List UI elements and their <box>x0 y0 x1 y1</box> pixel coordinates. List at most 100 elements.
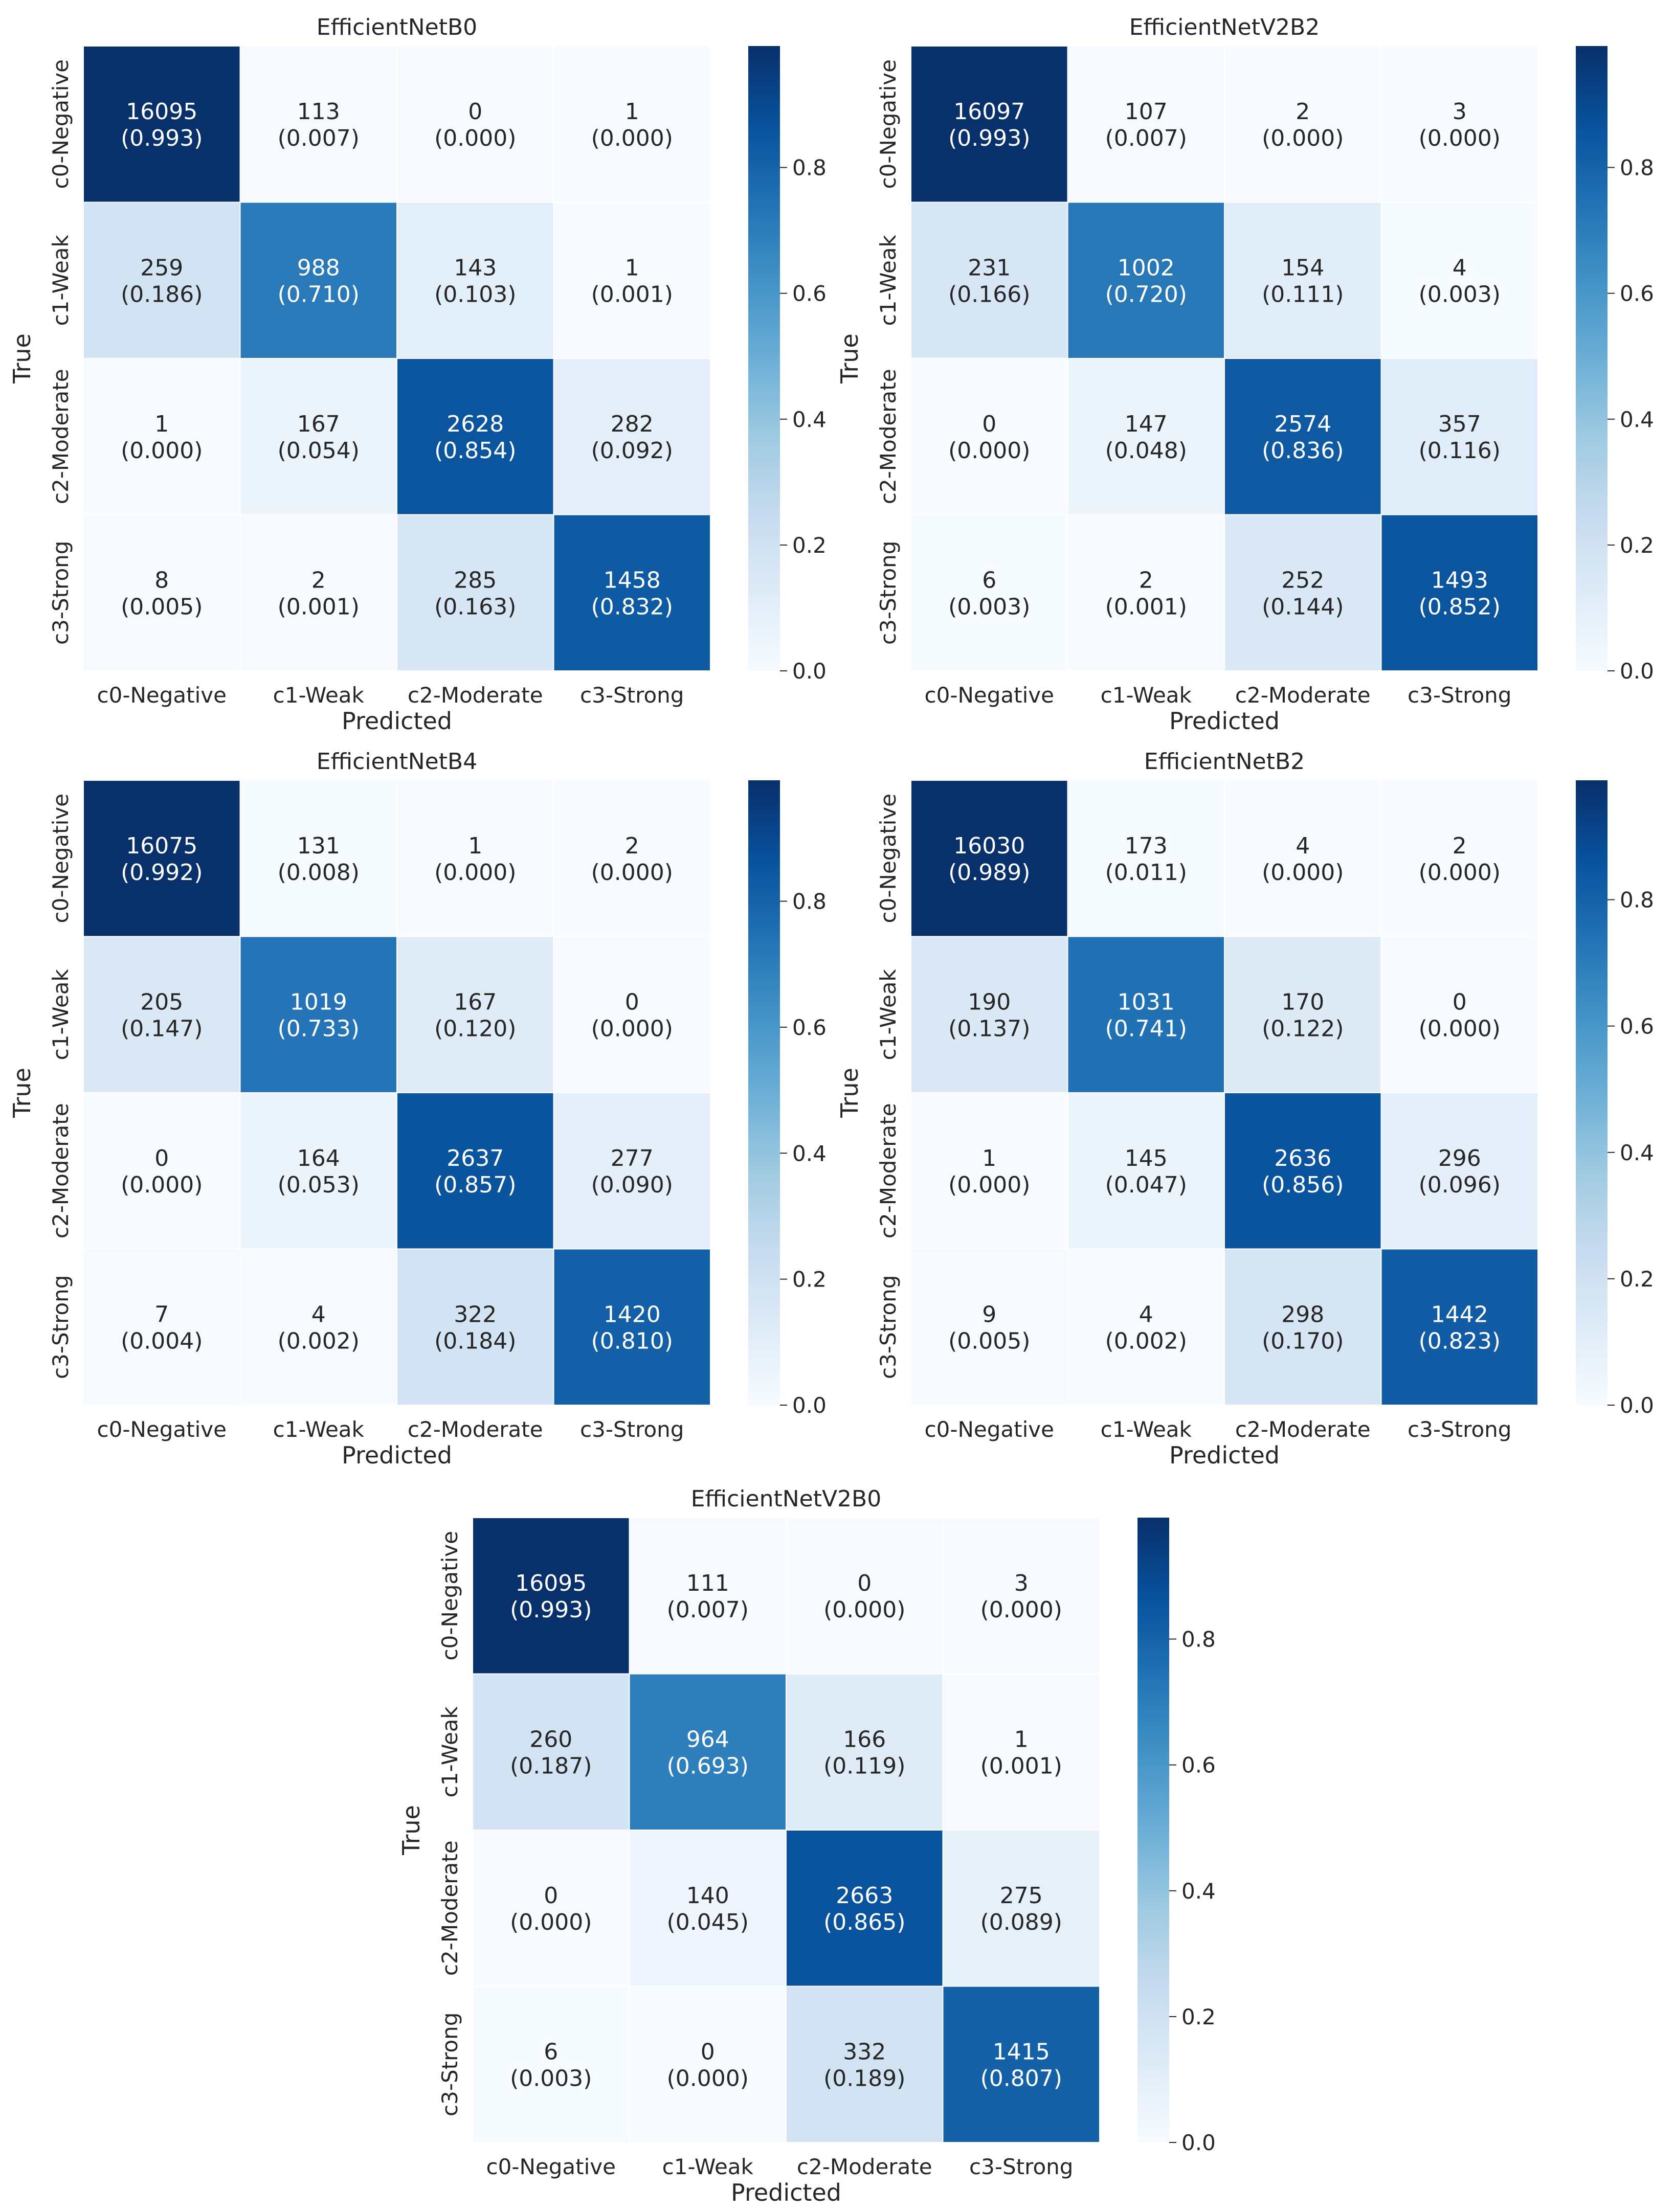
x-tick-label: c0-Negative <box>97 683 227 708</box>
cell-count-label: 164 <box>297 1145 340 1171</box>
x-tick-label: c2-Moderate <box>1235 1417 1371 1442</box>
cell-fraction-label: (0.000) <box>121 438 203 464</box>
heatmap-cell <box>1224 358 1382 515</box>
cell-count-label: 0 <box>154 1145 169 1171</box>
heatmap-cell <box>1067 1248 1225 1406</box>
heatmap-cell <box>1067 1092 1225 1250</box>
heatmap-cell <box>1067 201 1225 359</box>
colorbar-tick-label: 0.6 <box>1620 1014 1654 1039</box>
colorbar-tick-label: 0.4 <box>1181 1879 1216 1904</box>
cell-count-label: 1493 <box>1431 567 1488 593</box>
y-axis-label: True <box>8 1068 36 1118</box>
heatmap-cell <box>910 46 1068 203</box>
chart-title: EfficientNetV2B2 <box>1129 14 1320 40</box>
heatmap-cell <box>1067 358 1225 515</box>
cell-count-label: 145 <box>1125 1145 1168 1171</box>
cell-count-label: 190 <box>968 989 1011 1015</box>
cell-fraction-label: (0.011) <box>1105 860 1187 886</box>
cell-fraction-label: (0.733) <box>278 1015 360 1042</box>
cell-fraction-label: (0.163) <box>434 594 516 620</box>
cell-fraction-label: (0.000) <box>948 438 1030 464</box>
colorbar-tick-label: 0.8 <box>792 155 827 180</box>
cell-count-label: 2 <box>1453 833 1467 859</box>
colorbar-tick-label: 0.0 <box>792 659 827 684</box>
heatmap-cell <box>629 1673 787 1831</box>
y-tick-label: c1-Weak <box>437 1706 462 1797</box>
x-tick-label: c3-Strong <box>580 1417 684 1442</box>
cell-fraction-label: (0.053) <box>278 1172 360 1198</box>
y-tick-label: c2-Moderate <box>48 369 73 504</box>
heatmap-cell <box>629 1517 787 1675</box>
cell-count-label: 1458 <box>604 567 661 593</box>
cell-count-label: 252 <box>1281 567 1324 593</box>
cell-fraction-label: (0.184) <box>434 1328 516 1354</box>
cell-count-label: 111 <box>686 1570 729 1596</box>
cell-fraction-label: (0.001) <box>1105 594 1187 620</box>
cell-count-label: 6 <box>982 567 996 593</box>
cell-fraction-label: (0.993) <box>948 125 1030 151</box>
heatmap-cell <box>1380 1248 1538 1406</box>
cell-count-label: 173 <box>1125 833 1168 859</box>
heatmap-cell <box>1380 780 1538 937</box>
cell-fraction-label: (0.823) <box>1419 1328 1501 1354</box>
cell-count-label: 298 <box>1281 1301 1324 1327</box>
colorbar-tick-label: 0.8 <box>792 889 827 914</box>
x-tick-label: c3-Strong <box>1408 1417 1511 1442</box>
cell-fraction-label: (0.004) <box>121 1328 203 1354</box>
heatmap-cell <box>239 201 397 359</box>
cell-count-label: 166 <box>843 1726 886 1752</box>
heatmap-cell <box>239 1092 397 1250</box>
cell-count-label: 170 <box>1281 989 1324 1015</box>
cell-fraction-label: (0.005) <box>121 594 203 620</box>
cell-fraction-label: (0.992) <box>121 860 203 886</box>
cell-fraction-label: (0.003) <box>1419 281 1501 307</box>
cell-fraction-label: (0.166) <box>948 281 1030 307</box>
cell-count-label: 8 <box>154 567 169 593</box>
heatmap-cell <box>910 201 1068 359</box>
cell-fraction-label: (0.007) <box>278 125 360 151</box>
heatmap-cell <box>239 358 397 515</box>
cell-count-label: 296 <box>1438 1145 1481 1171</box>
heatmap-cell <box>239 514 397 671</box>
cell-fraction-label: (0.000) <box>121 1172 203 1198</box>
heatmap-cell <box>553 358 711 515</box>
x-tick-label: c0-Negative <box>925 683 1054 708</box>
cell-count-label: 1031 <box>1118 989 1175 1015</box>
cell-count-label: 9 <box>982 1301 996 1327</box>
y-tick-label: c0-Negative <box>48 794 73 923</box>
cell-count-label: 2637 <box>447 1145 504 1171</box>
cell-fraction-label: (0.000) <box>1419 860 1501 886</box>
cell-fraction-label: (0.054) <box>278 438 360 464</box>
heatmap-cell <box>396 514 554 671</box>
y-tick-label: c3-Strong <box>876 1275 901 1379</box>
cell-count-label: 2636 <box>1274 1145 1331 1171</box>
cell-fraction-label: (0.007) <box>1105 125 1187 151</box>
cell-fraction-label: (0.001) <box>980 1753 1062 1779</box>
cell-count-label: 1002 <box>1118 255 1175 281</box>
cell-fraction-label: (0.993) <box>121 125 203 151</box>
colorbar <box>1137 1518 1169 2142</box>
colorbar <box>1576 780 1608 1405</box>
x-tick-label: c1-Weak <box>1101 1417 1192 1442</box>
cell-count-label: 322 <box>454 1301 497 1327</box>
heatmap-cell <box>83 46 241 203</box>
x-tick-label: c0-Negative <box>486 2154 616 2179</box>
cell-fraction-label: (0.103) <box>434 281 516 307</box>
cell-fraction-label: (0.048) <box>1105 438 1187 464</box>
heatmap-cell <box>1067 514 1225 671</box>
cell-count-label: 277 <box>611 1145 654 1171</box>
heatmap-cell <box>83 780 241 937</box>
y-tick-label: c1-Weak <box>876 234 901 326</box>
cell-fraction-label: (0.807) <box>980 2065 1062 2091</box>
cell-fraction-label: (0.000) <box>591 125 673 151</box>
chart-title: EfficientNetB4 <box>317 749 477 775</box>
heatmap-cell <box>553 46 711 203</box>
heatmap-cell <box>396 936 554 1093</box>
cell-count-label: 357 <box>1438 411 1481 437</box>
heatmap-cell <box>396 1092 554 1250</box>
y-axis-label: True <box>836 333 863 384</box>
cell-count-label: 113 <box>297 99 340 125</box>
cell-count-label: 1420 <box>604 1301 661 1327</box>
x-axis-label: Predicted <box>342 707 452 735</box>
cell-fraction-label: (0.137) <box>948 1015 1030 1042</box>
